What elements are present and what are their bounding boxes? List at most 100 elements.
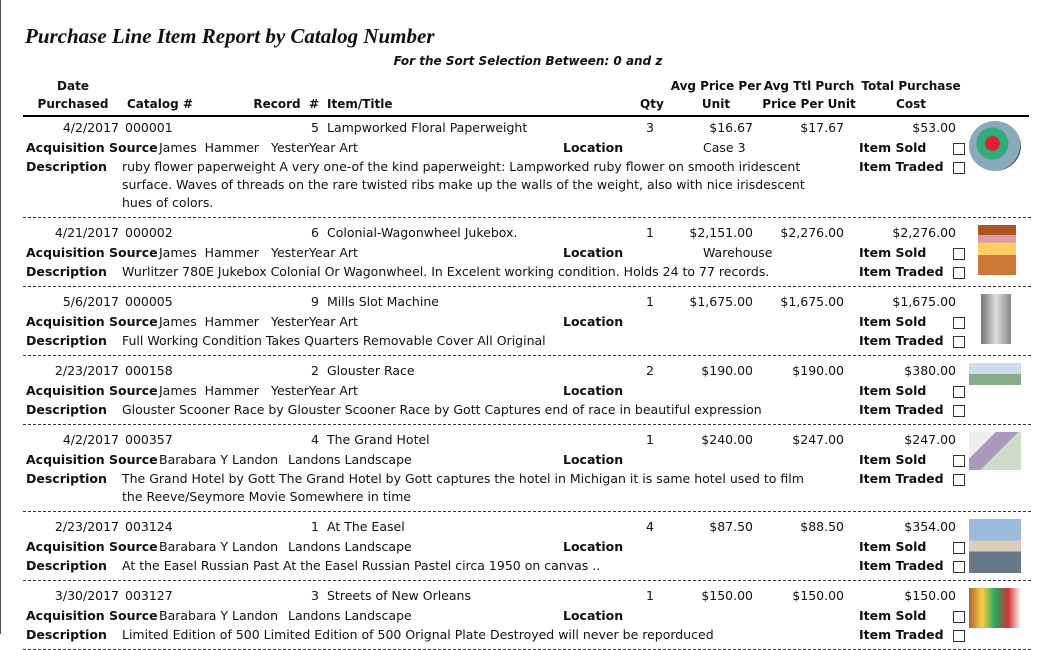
sold-label: Item Sold [859, 245, 927, 260]
total-cost: $380.00 [904, 363, 956, 378]
traded-label: Item Traded [859, 471, 944, 486]
date: 2/23/2017 [54, 519, 119, 534]
avg-total-price: $1,675.00 [780, 294, 844, 309]
item-row: Acquisition Source James Hammer YesterYear… [1, 312, 1031, 332]
item-title: The Grand Hotel [327, 432, 430, 447]
location-label: Location [563, 245, 624, 260]
catalog: 000357 [125, 432, 173, 447]
description-row: Description At the Easel Russian Past At … [1, 557, 1031, 575]
traded-checkbox [953, 336, 965, 348]
description: ruby flower paperweight A very one-of th… [122, 159, 805, 210]
description: Full Working Condition Takes Quarters Re… [122, 333, 546, 348]
col-header: Date Purchased [37, 79, 109, 111]
col-header: Qty [640, 97, 664, 111]
date: 4/21/2017 [54, 225, 119, 240]
avg-price: $2,151.00 [689, 225, 753, 240]
source-label: Acquisition Source [26, 245, 158, 260]
header-rule [23, 115, 1029, 117]
col-header: Record # [253, 97, 319, 111]
sold-checkbox [953, 611, 965, 623]
source-company: YesterYear Art [271, 140, 358, 155]
traded-checkbox [953, 162, 965, 174]
description-row: Description Full Working Condition Takes … [1, 332, 1031, 350]
catalog: 000002 [125, 225, 173, 240]
sold-checkbox [953, 317, 965, 329]
line-item: 4/21/2017 000002 6 Colonial-Wagonwheel Juke… [23, 218, 1031, 287]
source-name: James Hammer [159, 314, 259, 329]
date: 4/2/2017 [62, 432, 119, 447]
item-row: 3/30/2017 003127 3 Streets of New Orleans 1 $… [1, 586, 1031, 606]
description-label: Description [26, 471, 107, 486]
source-label: Acquisition Source [26, 383, 158, 398]
description-label: Description [26, 159, 107, 174]
description: The Grand Hotel by Gott The Grand Hotel … [122, 471, 804, 504]
item-image [969, 121, 1021, 171]
line-item: 3/30/2017 003127 3 Streets of New Orleans 1 $… [23, 581, 1031, 650]
record: 4 [311, 432, 319, 447]
total-cost: $150.00 [904, 588, 956, 603]
sold-checkbox [953, 386, 965, 398]
source-name: Barabara Y Landon [159, 452, 279, 467]
sold-label: Item Sold [859, 452, 927, 467]
col-header: Item/Title [327, 97, 393, 111]
traded-label: Item Traded [859, 627, 944, 642]
traded-label: Item Traded [859, 333, 944, 348]
sold-checkbox [953, 143, 965, 155]
line-item: 4/2/2017 000001 5 Lampworked Floral Paperwe… [23, 117, 1031, 218]
traded-label: Item Traded [859, 159, 944, 174]
traded-checkbox [953, 267, 965, 279]
avg-price: $16.67 [709, 120, 753, 135]
line-item: 2/23/2017 003124 1 At The Easel 4 $87.50 $88.5… [23, 512, 1031, 581]
location-label: Location [563, 140, 624, 155]
report-subtitle: For the Sort Selection Between: 0 and z [393, 54, 663, 68]
item-image [969, 588, 1021, 628]
description: Glouster Scooner Race by Glouster Scoone… [122, 402, 762, 417]
description-row: Description The Grand Hotel by Gott The G… [1, 470, 1031, 506]
description: Limited Edition of 500 Limited Edition o… [122, 627, 714, 642]
catalog: 003127 [125, 588, 173, 603]
qty: 1 [646, 588, 654, 603]
avg-price: $1,675.00 [689, 294, 753, 309]
item-row: Acquisition Source James Hammer YesterYear… [1, 243, 1031, 263]
avg-total-price: $150.00 [792, 588, 844, 603]
description-row: Description Glouster Scooner Race by Glou… [1, 401, 1031, 419]
total-cost: $1,675.00 [892, 294, 956, 309]
location-label: Location [563, 383, 624, 398]
date: 2/23/2017 [54, 363, 119, 378]
item-image [969, 519, 1021, 573]
item-image [969, 432, 1021, 470]
catalog: 000158 [125, 363, 173, 378]
qty: 1 [646, 432, 654, 447]
traded-label: Item Traded [859, 402, 944, 417]
source-company: Landons Landscape [288, 539, 412, 554]
source-name: James Hammer [159, 245, 259, 260]
description: At the Easel Russian Past At the Easel R… [122, 558, 601, 573]
avg-total-price: $190.00 [792, 363, 844, 378]
col-header: Avg Ttl Purch Price Per Unit [762, 79, 856, 111]
sold-label: Item Sold [859, 608, 927, 623]
item-title: Glouster Race [327, 363, 415, 378]
avg-total-price: $247.00 [792, 432, 844, 447]
total-cost: $354.00 [904, 519, 956, 534]
line-item: 4/2/2017 000357 4 The Grand Hotel 1 $240.00 $2… [23, 425, 1031, 512]
record: 6 [311, 225, 319, 240]
col-header: Total Purchase Cost [861, 79, 961, 111]
col-header: Catalog # [127, 97, 193, 111]
report-title: Purchase Line Item Report by Catalog Num… [25, 24, 435, 48]
location-label: Location [563, 314, 624, 329]
source-name: Barabara Y Landon [159, 608, 279, 623]
line-item: 5/6/2017 000005 9 Mills Slot Machine 1 $1,675… [23, 287, 1031, 356]
date: 4/2/2017 [62, 120, 119, 135]
item-row: 4/2/2017 000001 5 Lampworked Floral Paperwe… [1, 118, 1031, 138]
traded-checkbox [953, 630, 965, 642]
item-title: Colonial-Wagonwheel Jukebox. [327, 225, 518, 240]
sold-checkbox [953, 455, 965, 467]
sold-checkbox [953, 542, 965, 554]
item-image [981, 294, 1011, 344]
catalog: 000005 [125, 294, 173, 309]
item-image [978, 225, 1016, 275]
line-item: 2/23/2017 000158 2 Glouster Race 2 $190.00 $19… [23, 356, 1031, 425]
description-row: Description Limited Edition of 500 Limite… [1, 626, 1031, 644]
traded-label: Item Traded [859, 264, 944, 279]
total-cost: $53.00 [912, 120, 956, 135]
